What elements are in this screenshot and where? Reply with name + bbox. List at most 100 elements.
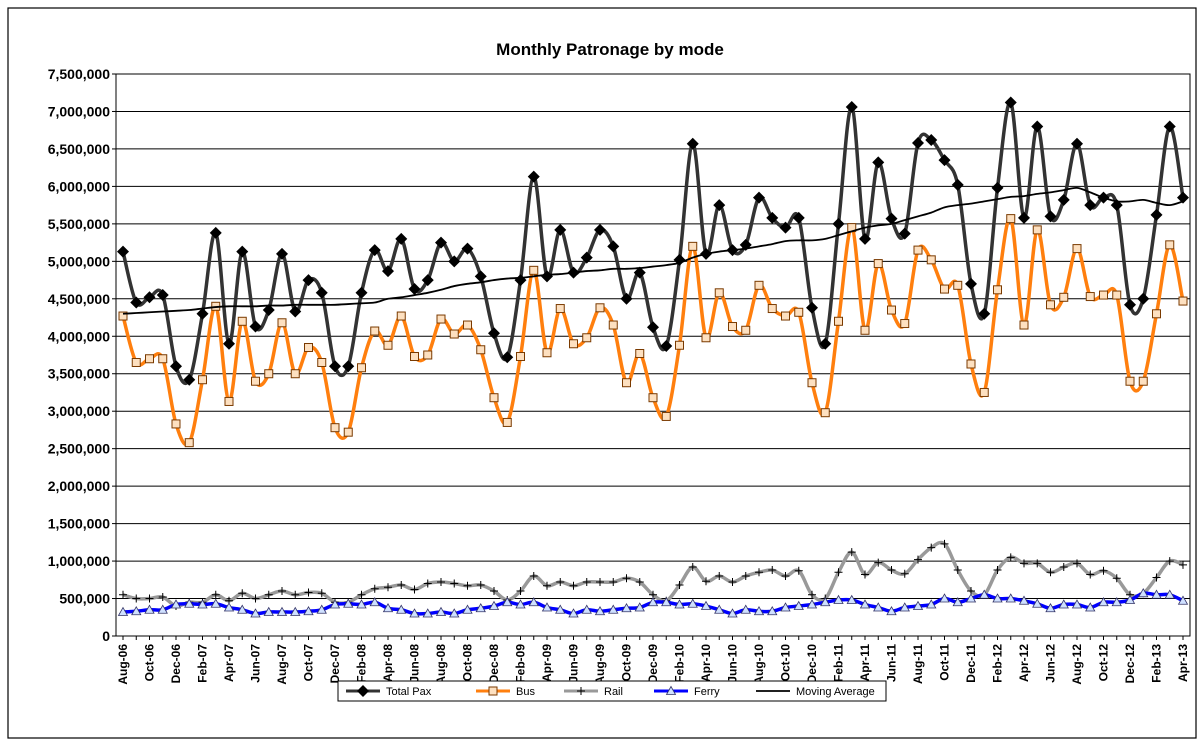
data-point (304, 343, 313, 353)
data-point (859, 232, 871, 245)
data-point (303, 605, 314, 616)
data-point (633, 266, 646, 279)
data-point (1059, 563, 1068, 572)
data-point (900, 319, 910, 329)
data-point (131, 605, 142, 616)
data-point (396, 604, 407, 614)
legend-box (337, 680, 887, 702)
x-tick-label: Apr-11 (858, 644, 872, 682)
x-tick-label: Dec-11 (964, 644, 978, 683)
x-tick-label: Jun-10 (726, 644, 740, 683)
data-point (357, 590, 366, 599)
data-point (780, 602, 791, 612)
data-point (357, 363, 366, 373)
data-point (1005, 593, 1016, 603)
x-tick-label: Oct-09 (620, 644, 634, 682)
series-line (122, 186, 1184, 315)
data-point (317, 589, 326, 598)
x-tick-label: Feb-09 (514, 644, 528, 683)
data-point (382, 602, 394, 613)
data-point (688, 241, 698, 251)
x-tick-label: Jun-08 (408, 644, 422, 683)
data-point (276, 606, 288, 616)
legend-label: Total Pax (386, 686, 432, 698)
data-point (979, 387, 989, 397)
data-point (515, 599, 526, 609)
x-tick-label: Oct-06 (143, 644, 157, 682)
x-tick-label: Aug-11 (911, 644, 925, 684)
data-point (396, 311, 406, 321)
data-point (556, 578, 565, 587)
data-point (541, 602, 553, 612)
data-point (304, 588, 313, 597)
data-point (1164, 589, 1175, 599)
data-point (368, 244, 381, 257)
data-point (635, 349, 645, 359)
data-point (794, 307, 804, 317)
data-point (1033, 559, 1042, 568)
x-tick-label: Aug-12 (1070, 644, 1084, 685)
data-point (437, 578, 445, 587)
data-point (488, 686, 498, 696)
x-tick-label: Feb-10 (673, 644, 687, 683)
data-point (808, 590, 816, 599)
data-point (1071, 137, 1083, 150)
data-point (554, 223, 567, 236)
data-point (1018, 595, 1030, 605)
data-point (847, 548, 856, 557)
data-point (608, 604, 619, 614)
data-point (940, 539, 949, 548)
data-point (251, 594, 260, 603)
data-point (845, 100, 858, 113)
data-point (170, 599, 182, 609)
data-point (1046, 300, 1055, 310)
data-point (779, 221, 792, 234)
data-point (223, 337, 235, 350)
data-point (861, 570, 869, 579)
data-point (1098, 596, 1109, 607)
data-point (356, 599, 367, 609)
x-tick-label: Aug-08 (434, 644, 448, 685)
data-point (661, 411, 671, 421)
data-point (1177, 191, 1189, 204)
y-tick-label: 3,000,000 (48, 403, 110, 419)
data-point (688, 563, 697, 572)
data-point (925, 133, 938, 146)
data-point (675, 340, 684, 350)
data-point (476, 581, 485, 590)
data-point (143, 291, 156, 304)
data-point (767, 304, 777, 314)
data-point (249, 320, 262, 333)
data-point (461, 242, 474, 255)
data-point (993, 566, 1002, 575)
data-point (740, 604, 751, 614)
data-point (834, 316, 843, 326)
legend-label: Ferry (694, 686, 720, 698)
data-point (463, 581, 472, 590)
data-point (171, 419, 181, 429)
data-point (251, 376, 260, 386)
data-point (622, 574, 631, 583)
data-point (926, 255, 936, 265)
x-tick-label: Jun-12 (1044, 644, 1058, 683)
data-point (885, 212, 898, 225)
data-point (224, 396, 234, 406)
data-point (792, 211, 805, 224)
data-point (489, 393, 499, 403)
x-tick-label: Oct-12 (1097, 644, 1111, 682)
data-point (832, 217, 845, 230)
data-point (476, 345, 486, 355)
data-point (620, 292, 633, 305)
data-point (965, 277, 977, 290)
data-point (993, 285, 1002, 295)
data-point (423, 350, 433, 360)
data-point (343, 427, 353, 437)
data-point (1084, 199, 1097, 212)
x-tick-label: Oct-07 (302, 644, 316, 682)
data-point (582, 578, 591, 587)
data-point (422, 608, 433, 618)
x-tick-label: Dec-07 (328, 644, 342, 684)
data-point (263, 606, 274, 616)
data-point (660, 340, 673, 353)
data-point (1125, 376, 1135, 386)
